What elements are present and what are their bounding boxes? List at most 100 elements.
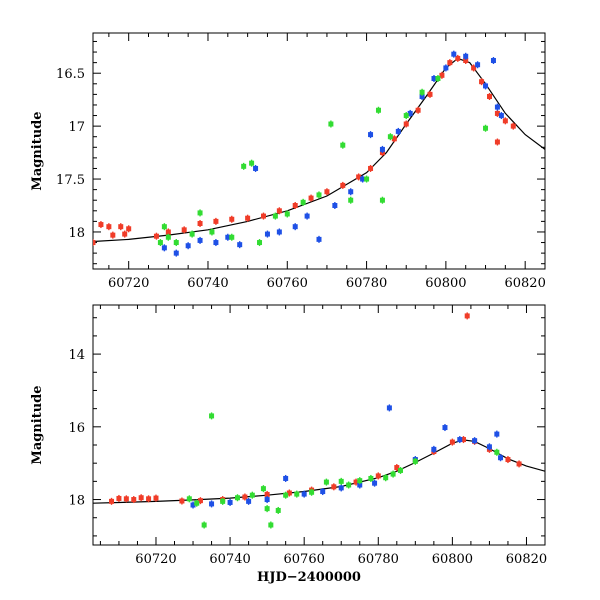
x-tick-label: 60800	[432, 552, 473, 567]
data-point	[463, 58, 469, 64]
data-point	[227, 499, 233, 505]
data-point	[286, 490, 292, 496]
data-point	[447, 60, 453, 66]
data-point	[161, 245, 167, 251]
data-point	[229, 216, 235, 222]
data-point	[181, 227, 187, 233]
data-point	[110, 232, 116, 238]
data-point	[356, 174, 362, 180]
data-point	[308, 195, 314, 201]
data-layer	[93, 50, 545, 257]
x-tick-label: 60780	[358, 552, 399, 567]
y-tick-label: 17.5	[56, 173, 85, 188]
x-tick-label: 60760	[284, 552, 325, 567]
data-point	[234, 495, 240, 501]
data-point	[464, 313, 470, 319]
data-point	[153, 233, 159, 239]
x-tick-label: 60720	[135, 552, 176, 567]
data-point	[157, 240, 163, 246]
y-axis-title: Magnitude	[30, 111, 45, 190]
data-point	[415, 107, 421, 113]
data-point	[220, 498, 226, 504]
data-point	[502, 118, 508, 124]
data-point	[301, 491, 307, 497]
data-point	[283, 475, 289, 481]
data-point	[357, 482, 363, 488]
data-point	[118, 224, 124, 230]
data-point	[253, 165, 259, 171]
data-point	[304, 213, 310, 219]
series-3	[186, 412, 500, 529]
data-point	[276, 229, 282, 235]
data-point	[106, 224, 112, 230]
data-point	[257, 240, 263, 246]
series-1	[109, 312, 522, 505]
data-point	[340, 182, 346, 188]
x-tick-label: 60740	[209, 552, 250, 567]
data-point	[161, 224, 167, 230]
data-point	[479, 79, 485, 85]
data-point	[268, 522, 274, 528]
data-point	[498, 113, 504, 119]
data-point	[225, 234, 231, 240]
x-tick-label: 60800	[425, 276, 466, 291]
data-point	[368, 165, 374, 171]
data-point	[324, 189, 330, 195]
data-point	[146, 496, 152, 502]
data-point	[348, 197, 354, 203]
data-point	[407, 110, 413, 116]
data-point	[390, 471, 396, 477]
data-point	[490, 58, 496, 64]
data-point	[284, 211, 290, 217]
data-point	[246, 498, 252, 504]
data-point	[364, 176, 370, 182]
data-point	[443, 65, 449, 71]
data-point	[264, 497, 270, 503]
series-2	[161, 50, 504, 257]
data-point	[173, 240, 179, 246]
data-point	[494, 431, 500, 437]
x-tick-label: 60760	[267, 276, 308, 291]
data-point	[427, 91, 433, 97]
data-point	[331, 484, 337, 490]
data-point	[455, 55, 461, 61]
data-point	[516, 461, 522, 467]
data-point	[431, 76, 437, 82]
data-point	[486, 93, 492, 99]
data-point	[209, 413, 215, 419]
data-point	[189, 231, 195, 237]
data-point	[348, 189, 354, 195]
data-point	[138, 495, 144, 501]
data-point	[386, 405, 392, 411]
data-point	[165, 229, 171, 235]
data-point	[449, 439, 455, 445]
data-point	[494, 449, 500, 455]
model-curve	[93, 439, 545, 504]
data-point	[451, 51, 457, 57]
data-point	[316, 192, 322, 198]
data-point	[131, 497, 137, 503]
data-point	[249, 492, 255, 498]
data-point	[209, 229, 215, 235]
data-point	[475, 62, 481, 68]
data-point	[109, 498, 115, 504]
data-point	[510, 123, 516, 129]
panel-1: 60720 60740 60760 60780 60800 60820 16.5 17 17.5…	[30, 32, 546, 291]
data-point	[340, 142, 346, 148]
data-point	[375, 473, 381, 479]
data-point	[471, 65, 477, 71]
data-point	[237, 242, 243, 248]
data-point	[249, 160, 255, 166]
data-point	[391, 136, 397, 142]
data-point	[483, 83, 489, 89]
data-point	[209, 501, 215, 507]
data-point	[383, 475, 389, 481]
data-layer	[93, 312, 545, 529]
data-point	[292, 224, 298, 230]
data-point	[185, 243, 191, 249]
data-point	[323, 479, 329, 485]
data-point	[275, 507, 281, 513]
data-point	[357, 478, 363, 484]
x-tick-label: 60780	[346, 276, 387, 291]
